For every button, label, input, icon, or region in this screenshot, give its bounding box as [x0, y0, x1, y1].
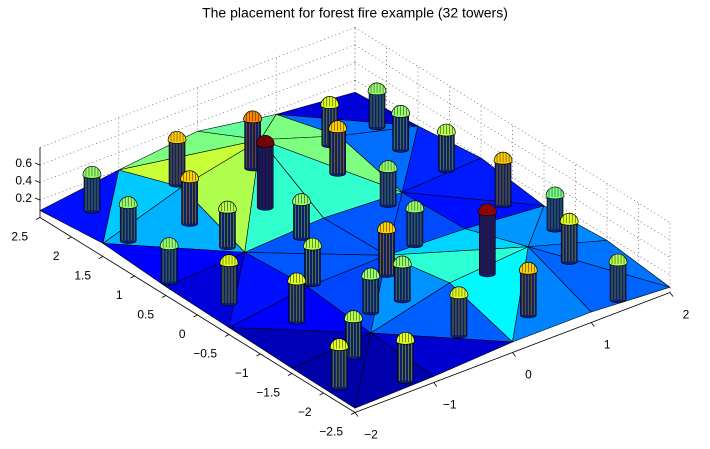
tower: [494, 152, 512, 208]
tower: [609, 254, 627, 303]
y-tick-label: 2.5: [11, 230, 28, 244]
tower: [393, 256, 411, 303]
y-tick: [257, 354, 261, 356]
tower: [119, 197, 137, 244]
y-tick: [36, 218, 40, 220]
y-tick: [225, 335, 229, 337]
z-tick: [35, 181, 40, 183]
y-tick-label: −2.5: [319, 425, 343, 439]
x-tick-label: 0: [525, 368, 532, 382]
tower: [450, 287, 468, 338]
z-tick: [35, 198, 40, 200]
x-tick-label: 2: [683, 308, 690, 322]
tower: [288, 273, 306, 324]
tower: [256, 135, 274, 210]
x-tick: [513, 353, 516, 357]
tower: [396, 332, 414, 383]
x-tick-label: 1: [604, 338, 611, 352]
y-tick-label: 0.5: [137, 308, 154, 322]
x-tick-label: −1: [443, 398, 457, 412]
tower: [378, 222, 396, 278]
x-tick: [591, 323, 594, 327]
y-tick-label: 0: [179, 327, 186, 341]
y-tick: [68, 237, 72, 239]
tower: [437, 124, 455, 173]
tower: [362, 268, 380, 315]
tower: [83, 166, 101, 213]
tower: [218, 201, 236, 250]
tower: [392, 105, 410, 152]
y-tick-label: 2: [53, 249, 60, 263]
tower: [292, 194, 310, 241]
y-tick-label: 1: [116, 288, 123, 302]
y-tick-label: −1.5: [256, 386, 280, 400]
y-tick: [320, 393, 324, 395]
x-tick: [434, 383, 437, 387]
tower: [478, 204, 496, 277]
tower: [379, 161, 397, 208]
tower: [368, 83, 386, 130]
chart: The placement for forest fire example (3…: [0, 0, 710, 449]
tower: [406, 201, 424, 248]
y-tick-label: −2: [298, 405, 312, 419]
z-tick-label: 0.6: [15, 156, 32, 170]
tower: [330, 339, 348, 390]
x-tick-label: −2: [364, 428, 378, 442]
y-tick: [162, 296, 166, 298]
z-tick: [35, 163, 40, 165]
y-tick-label: 1.5: [74, 269, 91, 283]
chart-title: The placement for forest fire example (3…: [202, 5, 508, 21]
x-tick: [670, 293, 673, 297]
tower: [303, 238, 321, 287]
x-tick: [355, 413, 358, 417]
z-tick-label: 0.4: [15, 174, 32, 188]
tower: [160, 238, 178, 285]
y-tick: [131, 276, 135, 278]
tower: [220, 255, 238, 306]
tower: [519, 262, 537, 318]
z-tick-label: 0.2: [15, 191, 32, 205]
tower: [560, 213, 578, 264]
y-tick-label: −0.5: [193, 347, 217, 361]
tower: [181, 171, 199, 227]
tower: [329, 121, 347, 177]
y-tick-label: −1: [235, 366, 249, 380]
y-tick: [99, 257, 103, 259]
y-tick: [351, 413, 355, 415]
y-tick: [194, 315, 198, 317]
y-tick: [288, 374, 292, 376]
